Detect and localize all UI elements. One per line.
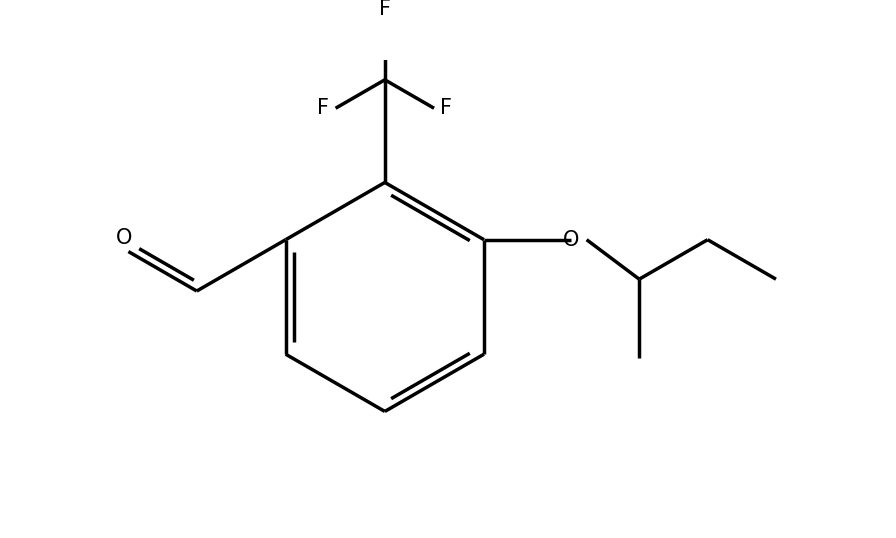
Text: F: F [379, 0, 391, 19]
Text: F: F [317, 98, 329, 118]
Text: O: O [563, 230, 579, 250]
Text: F: F [440, 98, 452, 118]
Text: O: O [116, 228, 133, 247]
